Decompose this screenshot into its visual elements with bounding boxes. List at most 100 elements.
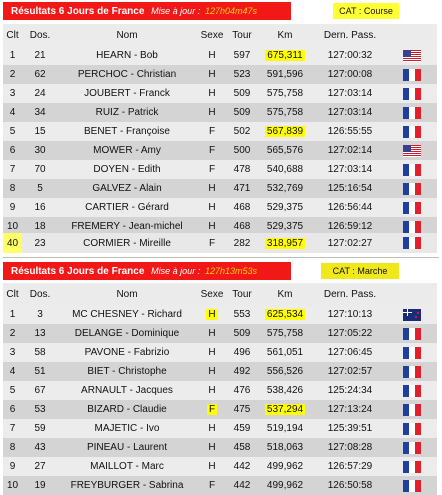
cell-flag xyxy=(386,362,437,381)
usa-flag-icon xyxy=(402,49,421,62)
table-row: 10 18 FREMERY - Jean-michel H 468 529,375 126:… xyxy=(3,217,437,236)
cell-km: 529,375 xyxy=(256,198,314,217)
cell-dos: 58 xyxy=(22,343,58,362)
cell-flag xyxy=(386,476,437,495)
new-zealand-flag-icon xyxy=(402,308,421,321)
cell-sexe: H xyxy=(196,217,228,236)
cell-dern-pass: 127:06:45 xyxy=(314,343,386,362)
cell-clt: 40 xyxy=(3,233,22,253)
km-value: 625,534 xyxy=(264,309,306,320)
cell-sexe: H xyxy=(196,84,228,103)
cell-nom: CARTIER - Gérard xyxy=(58,198,196,217)
cell-sexe: H xyxy=(196,343,228,362)
table-row: 6 53 BIZARD - Claudie F 475 537,294 127:13:24 xyxy=(3,400,437,419)
cell-flag xyxy=(386,198,437,217)
usa-flag-icon xyxy=(402,144,421,157)
sexe-value: H xyxy=(208,50,216,61)
france-flag-icon xyxy=(402,422,421,435)
cell-nom: DELANGE - Dominique xyxy=(58,324,196,343)
table-row: 3 24 JOUBERT - Franck H 509 575,758 127:03:14 xyxy=(3,84,437,103)
update-time: 127h13m53s xyxy=(204,266,258,276)
cell-dern-pass: 127:03:14 xyxy=(314,160,386,179)
table-row: 2 62 PERCHOC - Christian H 523 591,596 127:00:… xyxy=(3,65,437,84)
table-row: 10 19 FREYBURGER - Sabrina F 442 499,962 126:5… xyxy=(3,476,437,495)
sexe-value: F xyxy=(208,164,216,175)
col-sexe: Sexe xyxy=(196,283,228,305)
france-flag-icon xyxy=(402,384,421,397)
cell-dern-pass: 127:02:57 xyxy=(314,362,386,381)
update-time: 127h04m47s xyxy=(204,6,258,16)
cell-nom: MAILLOT - Marc xyxy=(58,457,196,476)
cell-flag xyxy=(386,343,437,362)
cell-km: 625,534 xyxy=(256,305,314,324)
sexe-value: F xyxy=(206,404,218,415)
cell-clt: 9 xyxy=(3,457,22,476)
cell-dern-pass: 126:57:29 xyxy=(314,457,386,476)
cell-flag xyxy=(386,324,437,343)
cell-flag xyxy=(386,438,437,457)
cell-tour: 468 xyxy=(228,217,256,236)
cell-nom: MOWER - Amy xyxy=(58,141,196,160)
cell-sexe: H xyxy=(196,381,228,400)
cell-km: 499,962 xyxy=(256,476,314,495)
results-table-course-extra: 40 23 CORMIER - Mireille F 282 318,957 1… xyxy=(3,233,437,253)
km-value: 532,769 xyxy=(266,183,304,194)
cell-clt: 8 xyxy=(3,179,22,198)
cell-dos: 53 xyxy=(22,400,58,419)
sexe-value: F xyxy=(208,145,216,156)
km-value: 540,688 xyxy=(266,164,304,175)
col-nom: Nom xyxy=(58,283,196,305)
cell-km: 537,294 xyxy=(256,400,314,419)
sexe-value: F xyxy=(208,126,216,137)
cell-clt: 3 xyxy=(3,343,22,362)
col-tour: Tour xyxy=(228,24,256,46)
sexe-value: H xyxy=(208,442,216,453)
km-value: 499,962 xyxy=(266,480,304,491)
cell-sexe: H xyxy=(196,457,228,476)
cell-sexe: F xyxy=(196,141,228,160)
cell-dern-pass: 127:03:14 xyxy=(314,103,386,122)
cell-tour: 502 xyxy=(228,122,256,141)
cell-dos: 21 xyxy=(22,46,58,65)
cell-sexe: H xyxy=(196,65,228,84)
cell-dos: 67 xyxy=(22,381,58,400)
cell-clt: 3 xyxy=(3,84,22,103)
france-flag-icon xyxy=(402,365,421,378)
km-value: 529,375 xyxy=(266,202,304,213)
cell-tour: 442 xyxy=(228,457,256,476)
cell-km: 591,596 xyxy=(256,65,314,84)
table-row: 7 70 DOYEN - Edith F 478 540,688 127:03:14 xyxy=(3,160,437,179)
cell-tour: 458 xyxy=(228,438,256,457)
table-row: 4 34 RUIZ - Patrick H 509 575,758 127:03:14 xyxy=(3,103,437,122)
table-header-row: Clt Dos. Nom Sexe Tour Km Dern. Pass. xyxy=(3,283,437,305)
table-row: 1 21 HEARN - Bob H 597 675,311 127:00:32 xyxy=(3,46,437,65)
cell-km: 538,426 xyxy=(256,381,314,400)
cell-clt: 4 xyxy=(3,362,22,381)
cell-nom: GALVEZ - Alain xyxy=(58,179,196,198)
france-flag-icon xyxy=(402,125,421,138)
france-flag-icon xyxy=(402,106,421,119)
cell-dos: 43 xyxy=(22,438,58,457)
sexe-value: H xyxy=(208,107,216,118)
cell-tour: 282 xyxy=(228,233,256,253)
cell-km: 529,375 xyxy=(256,217,314,236)
france-flag-icon xyxy=(402,201,421,214)
cell-flag xyxy=(386,84,437,103)
cell-dern-pass: 125:24:34 xyxy=(314,381,386,400)
table-row: 7 59 MAJETIC - Ivo H 459 519,194 125:39:51 xyxy=(3,419,437,438)
cell-tour: 468 xyxy=(228,198,256,217)
france-flag-icon xyxy=(402,346,421,359)
category-label: CAT : Marche xyxy=(332,266,388,276)
cell-nom: PAVONE - Fabrizio xyxy=(58,343,196,362)
cell-sexe: F xyxy=(196,476,228,495)
cell-clt: 5 xyxy=(3,122,22,141)
table-row: 4 51 BIET - Christophe H 492 556,526 127:02:57 xyxy=(3,362,437,381)
km-highlight: 318,957 xyxy=(264,237,306,249)
cell-clt: 5 xyxy=(3,381,22,400)
table-row: 9 27 MAILLOT - Marc H 442 499,962 126:57:29 xyxy=(3,457,437,476)
sexe-value: H xyxy=(208,221,216,232)
cell-dos: 19 xyxy=(22,476,58,495)
cell-tour: 509 xyxy=(228,84,256,103)
col-flag xyxy=(386,24,437,46)
cell-tour: 523 xyxy=(228,65,256,84)
